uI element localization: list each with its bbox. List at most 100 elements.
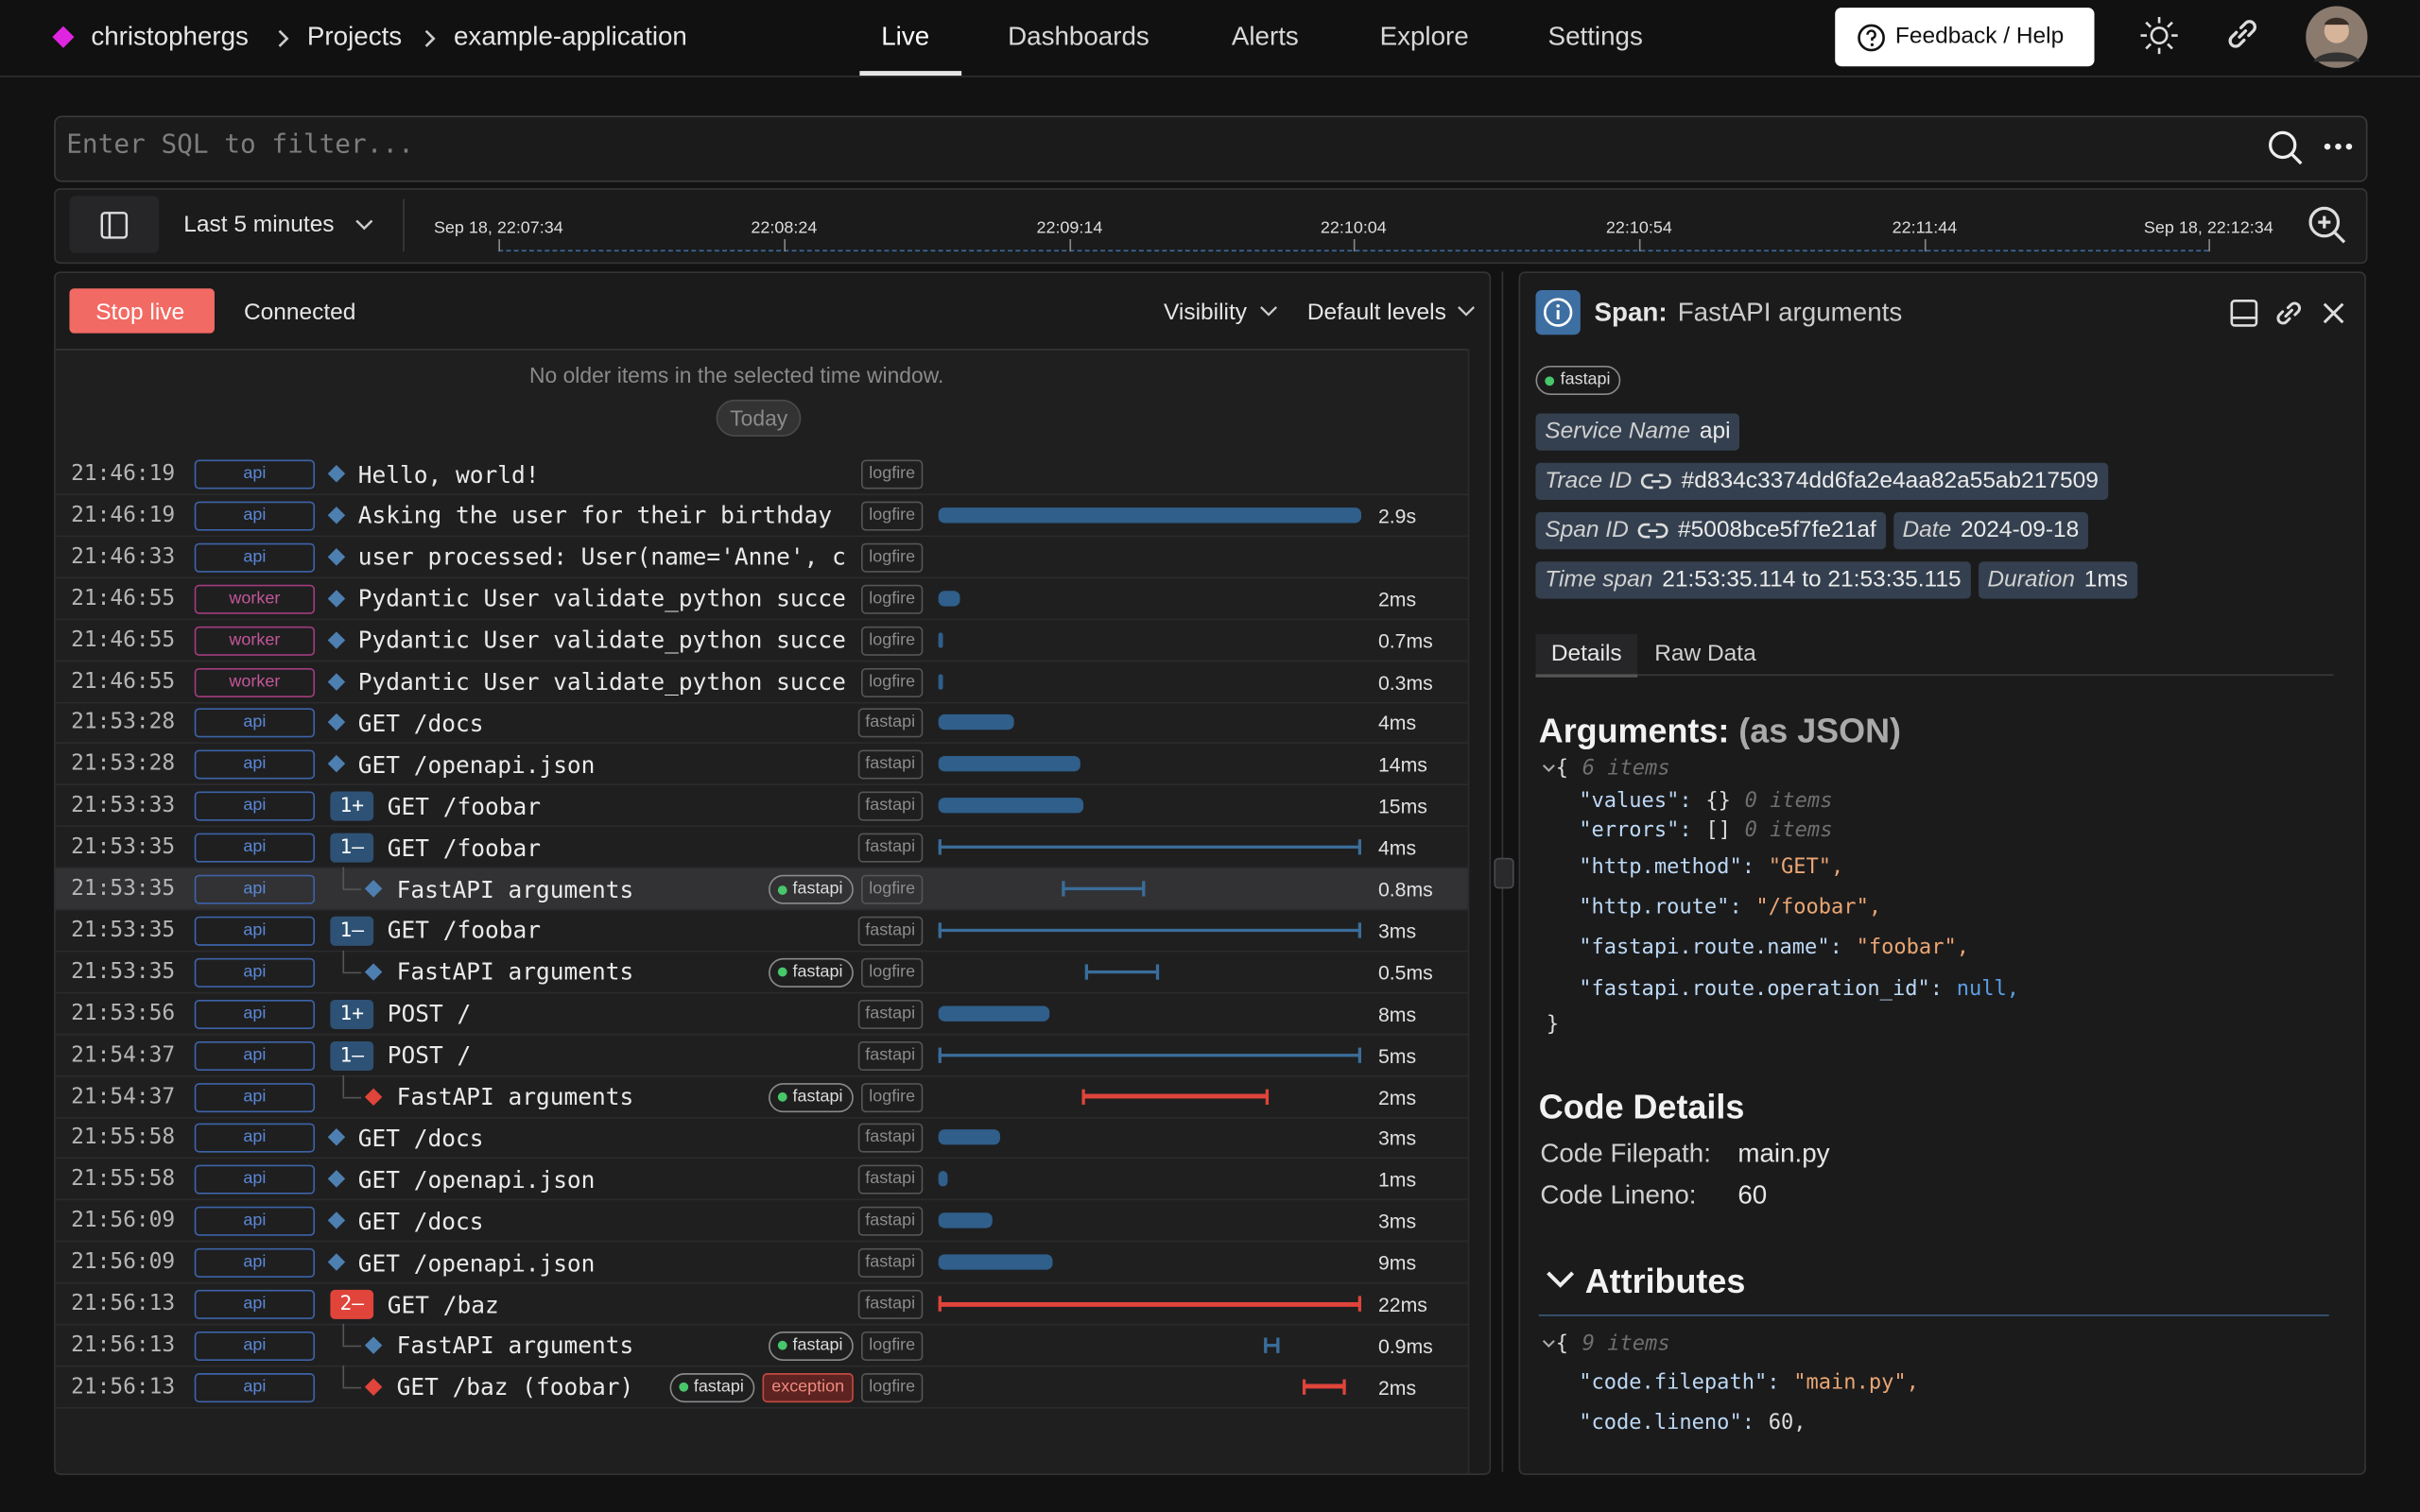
field-chip: Duration1ms: [1979, 561, 2137, 598]
row-duration: 3ms: [1378, 1126, 1416, 1149]
row-message: Pydantic User validate_python succe: [358, 585, 854, 612]
child-count-badge[interactable]: 1–: [330, 1040, 373, 1070]
close-icon[interactable]: [2322, 301, 2346, 325]
child-count-badge[interactable]: 1–: [330, 917, 373, 946]
range-picker[interactable]: Last 5 minutes: [183, 212, 334, 238]
tick-mark: [1354, 239, 1356, 251]
row-time: 21:53:56: [71, 1001, 175, 1025]
log-row[interactable]: 21:46:19apiHello, world!logfire: [56, 454, 1468, 495]
sql-placeholder: Enter SQL to filter...: [66, 129, 414, 161]
log-row[interactable]: 21:46:55workerPydantic User validate_pyt…: [56, 578, 1468, 620]
log-row[interactable]: 21:53:56api1+POST /fastapi8ms: [56, 993, 1468, 1035]
log-row[interactable]: 21:53:28apiGET /docsfastapi4ms: [56, 702, 1468, 744]
json-toggle[interactable]: [1542, 1338, 1556, 1350]
row-time: 21:53:28: [71, 711, 175, 735]
breadcrumb-sep: [275, 26, 294, 51]
json-key: "code.filepath":: [1579, 1370, 1779, 1395]
log-rows: 21:46:19apiHello, world!logfire21:46:19a…: [56, 454, 1468, 1472]
detail-tab[interactable]: Raw Data: [1654, 641, 1756, 667]
zoom-icon[interactable]: [2306, 204, 2349, 248]
row-content: FastAPI argumentsfastapilogfire: [397, 1325, 924, 1366]
link-icon[interactable]: [1638, 520, 1669, 541]
row-content: POST /fastapi: [388, 993, 924, 1035]
service-badge: api: [195, 917, 315, 946]
row-content: GET /foobarfastapi: [388, 910, 924, 952]
log-row[interactable]: 21:46:55workerPydantic User validate_pyt…: [56, 620, 1468, 662]
log-row[interactable]: 21:55:58apiGET /openapi.jsonfastapi1ms: [56, 1160, 1468, 1201]
nav-tab[interactable]: Dashboards: [1008, 22, 1150, 53]
log-row[interactable]: 21:46:55workerPydantic User validate_pyt…: [56, 662, 1468, 703]
field-value: #5008bce5f7fe21af: [1678, 512, 1876, 549]
json-line: "fastapi.route.name":"foobar",: [1579, 935, 1969, 959]
child-count-badge[interactable]: 1+: [330, 792, 373, 821]
tag-label: fastapi: [793, 876, 843, 902]
dock-icon[interactable]: [2229, 298, 2260, 329]
row-duration: 3ms: [1378, 1210, 1416, 1232]
log-row[interactable]: 21:54:37api1–POST /fastapi5ms: [56, 1035, 1468, 1076]
log-row[interactable]: 21:46:33apiuser processed: User(name='An…: [56, 537, 1468, 578]
link-icon[interactable]: [1641, 471, 1672, 492]
row-duration: 0.8ms: [1378, 878, 1433, 901]
log-row[interactable]: 21:56:13api2–GET /bazfastapi22ms: [56, 1283, 1468, 1325]
row-duration: 2ms: [1378, 1376, 1416, 1399]
copy-link-icon[interactable]: [2272, 296, 2306, 330]
org-link[interactable]: christophergs: [91, 22, 249, 53]
log-row[interactable]: 21:56:09apiGET /openapi.jsonfastapi9ms: [56, 1242, 1468, 1283]
tick-label: 22:08:24: [751, 219, 817, 238]
link-icon[interactable]: [2221, 12, 2264, 56]
duration-bar: [939, 1213, 993, 1228]
log-row[interactable]: 21:53:33api1+GET /foobarfastapi15ms: [56, 785, 1468, 827]
json-toggle[interactable]: [1542, 763, 1556, 775]
log-row[interactable]: 21:53:28apiGET /openapi.jsonfastapi14ms: [56, 744, 1468, 785]
tick-label: 22:11:44: [1893, 219, 1958, 238]
log-row[interactable]: 21:56:13apiFastAPI argumentsfastapilogfi…: [56, 1325, 1468, 1366]
row-content: user processed: User(name='Anne', clogfi…: [358, 537, 924, 578]
nav-tab[interactable]: Explore: [1380, 22, 1469, 53]
log-row[interactable]: 21:53:35apiFastAPI argumentsfastapilogfi…: [56, 868, 1468, 910]
more-icon[interactable]: [2320, 131, 2357, 163]
code-value: 60: [1737, 1180, 1767, 1211]
stop-live-label: Stop live: [95, 300, 184, 326]
row-time: 21:53:35: [71, 918, 175, 942]
span-cap: [939, 839, 942, 854]
duration-bar: [939, 632, 943, 647]
child-count-badge[interactable]: 1+: [330, 999, 373, 1028]
tick-label: 22:10:04: [1321, 219, 1387, 238]
nav-tab[interactable]: Alerts: [1232, 22, 1299, 53]
theme-icon[interactable]: [2136, 12, 2183, 59]
log-row[interactable]: 21:56:09apiGET /docsfastapi3ms: [56, 1201, 1468, 1243]
field-value: 2024-09-18: [1961, 512, 2079, 549]
row-duration: 1ms: [1378, 1168, 1416, 1191]
service-badge: api: [195, 750, 315, 780]
log-row[interactable]: 21:53:35api1–GET /foobarfastapi4ms: [56, 827, 1468, 868]
collapse-icon[interactable]: [1545, 1266, 1576, 1294]
log-row[interactable]: 21:46:19apiAsking the user for their bir…: [56, 495, 1468, 537]
row-tag: fastapi: [768, 1082, 853, 1111]
tick-mark: [1925, 239, 1927, 251]
visibility-menu[interactable]: Visibility: [1164, 300, 1247, 326]
nav-tab[interactable]: Live: [881, 22, 929, 53]
service-badge: api: [195, 542, 315, 572]
json-line: {9 items: [1542, 1332, 1670, 1356]
log-row[interactable]: 21:53:35api1–GET /foobarfastapi3ms: [56, 910, 1468, 952]
scope-tag: fastapi: [857, 999, 923, 1028]
log-row[interactable]: 21:53:35apiFastAPI argumentsfastapilogfi…: [56, 952, 1468, 993]
levels-menu[interactable]: Default levels: [1307, 300, 1446, 326]
today-pill: Today: [717, 400, 802, 437]
row-message: GET /foobar: [388, 834, 850, 862]
nav-tab[interactable]: Settings: [1548, 22, 1643, 53]
log-row[interactable]: 21:54:37apiFastAPI argumentsfastapilogfi…: [56, 1076, 1468, 1118]
splitter-handle[interactable]: [1494, 858, 1513, 889]
avatar[interactable]: [2306, 7, 2367, 68]
row-message: GET /openapi.json: [358, 1166, 850, 1194]
log-row[interactable]: 21:56:13apiGET /baz (foobar)fastapiexcep…: [56, 1366, 1468, 1408]
detail-tab[interactable]: Details: [1551, 641, 1622, 667]
log-row[interactable]: 21:55:58apiGET /docsfastapi3ms: [56, 1118, 1468, 1160]
child-count-badge[interactable]: 2–: [330, 1290, 373, 1319]
projects-link[interactable]: Projects: [307, 22, 402, 53]
app-link[interactable]: example-application: [454, 22, 687, 53]
scope-tag: logfire: [861, 501, 923, 530]
child-count-badge[interactable]: 1–: [330, 833, 373, 863]
service-badge: api: [195, 460, 315, 490]
search-icon[interactable]: [2266, 129, 2306, 168]
